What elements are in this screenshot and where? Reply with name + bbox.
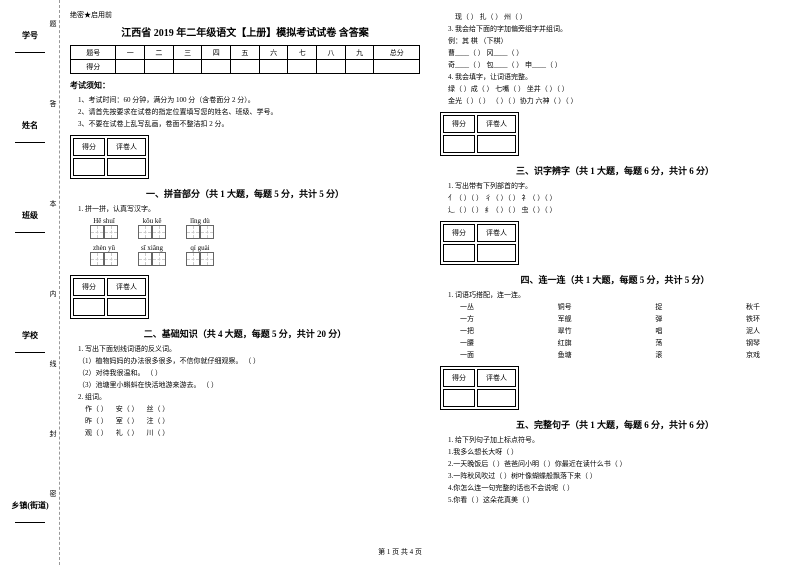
pinyin-label: zhèn yǔ: [90, 244, 118, 252]
question-line: 5.你看（ ）这朵花真美（ ）: [440, 495, 790, 505]
question-line: （2）对待我很温和。 （ ）: [70, 368, 420, 378]
notice-head: 考试须知：: [70, 80, 420, 91]
question-line: 1.我多么想长大呀（ ）: [440, 447, 790, 457]
page-footer: 第 1 页 共 4 页: [0, 547, 800, 557]
secret-label: 绝密★启用前: [70, 10, 420, 20]
section-5-title: 五、完整句子（共 1 大题，每题 6 分，共计 6 分）: [440, 418, 790, 431]
match-row: 一方军舰弹铁环: [440, 314, 790, 324]
section-score-box: 得分评卷人: [70, 135, 149, 179]
match-row: 一腰红旗荡钢琴: [440, 338, 790, 348]
question-text: 3. 我会给下面的字加偏旁组字并组词。: [440, 24, 790, 34]
seal-marker: 封: [48, 430, 58, 437]
question-text: 2. 组词。: [70, 392, 420, 402]
question-line: 4.你怎么连一句完整的话也不会说呢（ ）: [440, 483, 790, 493]
sidebar-field-town: 乡镇(街道): [10, 500, 50, 523]
question-line: 曹____（ ） 冈____（ ）: [440, 48, 790, 58]
main-content: 绝密★启用前 江西省 2019 年二年级语文【上册】模拟考试试卷 含答案 题号 …: [70, 10, 790, 507]
sidebar-field-name: 姓名: [10, 120, 50, 143]
question-line: （1）植物妈妈的办法很多很多，不信你就仔细观察。 （ ）: [70, 356, 420, 366]
section-score-box: 得分评卷人: [440, 366, 519, 410]
question-line: 金光（ ）（ ） （ ）（ ）协力 六神（ ）（ ）: [440, 96, 790, 106]
th: 七: [288, 46, 317, 60]
question-text: 4. 我会填字，让词语完整。: [440, 72, 790, 82]
word-row: 现（ ） 扎（ ） 州（ ）: [440, 12, 790, 22]
th: 五: [231, 46, 260, 60]
word-row: 昨（ ）室（ ）注（ ）: [70, 416, 420, 426]
th: 九: [345, 46, 374, 60]
question-line: 亻（ ）（ ） 彳（ ）（ ） 礻（ ）（ ）: [440, 193, 790, 203]
pinyin-row: Hē shuǐ kǒu kě lǐng dù: [90, 217, 420, 241]
question-line: （3）池塘里小蝌蚪在快活地游来游去。 （ ）: [70, 380, 420, 390]
section-2-title: 二、基础知识（共 4 大题，每题 5 分，共计 20 分）: [70, 327, 420, 340]
question-text: 1. 给下列句子加上标点符号。: [440, 435, 790, 445]
notice-item: 1、考试时间：60 分钟，满分为 100 分（含卷面分 2 分）。: [70, 95, 420, 105]
section-score-box: 得分评卷人: [70, 275, 149, 319]
score-summary-table: 题号 一 二 三 四 五 六 七 八 九 总分 得分: [70, 45, 420, 74]
sidebar-field-class: 班级: [10, 210, 50, 233]
seal-marker: 本: [48, 200, 58, 207]
th: 总分: [374, 46, 420, 60]
th: 题号: [71, 46, 116, 60]
left-column: 绝密★启用前 江西省 2019 年二年级语文【上册】模拟考试试卷 含答案 题号 …: [70, 10, 420, 507]
question-text: 1. 写出下面划线词语的反义词。: [70, 344, 420, 354]
pinyin-row: zhèn yǔ sī xiǎng qí guài: [90, 244, 420, 268]
th: 八: [317, 46, 346, 60]
notice-item: 3、不要在试卷上乱写乱画，卷面不整洁扣 2 分。: [70, 119, 420, 129]
pinyin-label: sī xiǎng: [138, 244, 166, 252]
pinyin-label: qí guài: [186, 244, 214, 252]
seal-marker: 答: [48, 100, 58, 107]
example-text: 例：其 棋 （下棋）: [440, 36, 790, 46]
question-text: 1. 拼一拼，认真写汉字。: [70, 204, 420, 214]
section-1-title: 一、拼音部分（共 1 大题，每题 5 分，共计 5 分）: [70, 187, 420, 200]
section-3-title: 三、识字辨字（共 1 大题，每题 6 分，共计 6 分）: [440, 164, 790, 177]
section-score-box: 得分评卷人: [440, 112, 519, 156]
question-line: 奇____（ ） 包____（ ） 申____（ ）: [440, 60, 790, 70]
th: 三: [173, 46, 202, 60]
exam-title: 江西省 2019 年二年级语文【上册】模拟考试试卷 含答案: [70, 24, 420, 39]
match-row: 一丛铜号捉秋千: [440, 302, 790, 312]
right-column: 现（ ） 扎（ ） 州（ ） 3. 我会给下面的字加偏旁组字并组词。 例：其 棋…: [440, 10, 790, 507]
question-line: 2.一天晚饭后（ ）爸爸问小明（ ）你最近在读什么书（ ）: [440, 459, 790, 469]
th: 六: [259, 46, 288, 60]
pinyin-label: lǐng dù: [186, 217, 214, 225]
question-text: 1. 词语巧搭配，连一连。: [440, 290, 790, 300]
match-row: 一面鱼塘滚京戏: [440, 350, 790, 360]
question-line: 3.一阵秋风吹过（ ）树叶像蝴蝶般飘落下来（ ）: [440, 471, 790, 481]
sidebar-field-id: 学号: [10, 30, 50, 53]
question-line: 辶（ ）（ ） 纟（ ）（ ） 虫（ ）（ ）: [440, 205, 790, 215]
word-row: 观（ ）礼（ ）川（ ）: [70, 428, 420, 438]
match-row: 一把翠竹唱泥人: [440, 326, 790, 336]
question-text: 1. 写出带有下列部首的字。: [440, 181, 790, 191]
section-4-title: 四、连一连（共 1 大题，每题 5 分，共计 5 分）: [440, 273, 790, 286]
seal-marker: 线: [48, 360, 58, 367]
sidebar-field-school: 学校: [10, 330, 50, 353]
binding-sidebar: 学号 姓名 班级 学校 乡镇(街道) 题 答 本 内 线 封 密: [0, 0, 60, 565]
question-line: 绿（ ）成（ ） 七嘴（ ） 坐井（ ）（ ）: [440, 84, 790, 94]
section-score-box: 得分评卷人: [440, 221, 519, 265]
notice-item: 2、请首先按要求在试卷的指定位置填写您的姓名、班级、学号。: [70, 107, 420, 117]
word-row: 作（ ）安（ ）丝（ ）: [70, 404, 420, 414]
th: 四: [202, 46, 231, 60]
seal-marker: 内: [48, 290, 58, 297]
pinyin-label: kǒu kě: [138, 217, 166, 225]
pinyin-label: Hē shuǐ: [90, 217, 118, 225]
th: 二: [145, 46, 174, 60]
seal-marker: 题: [48, 20, 58, 27]
seal-marker: 密: [48, 490, 58, 497]
td: 得分: [71, 60, 116, 74]
th: 一: [116, 46, 145, 60]
